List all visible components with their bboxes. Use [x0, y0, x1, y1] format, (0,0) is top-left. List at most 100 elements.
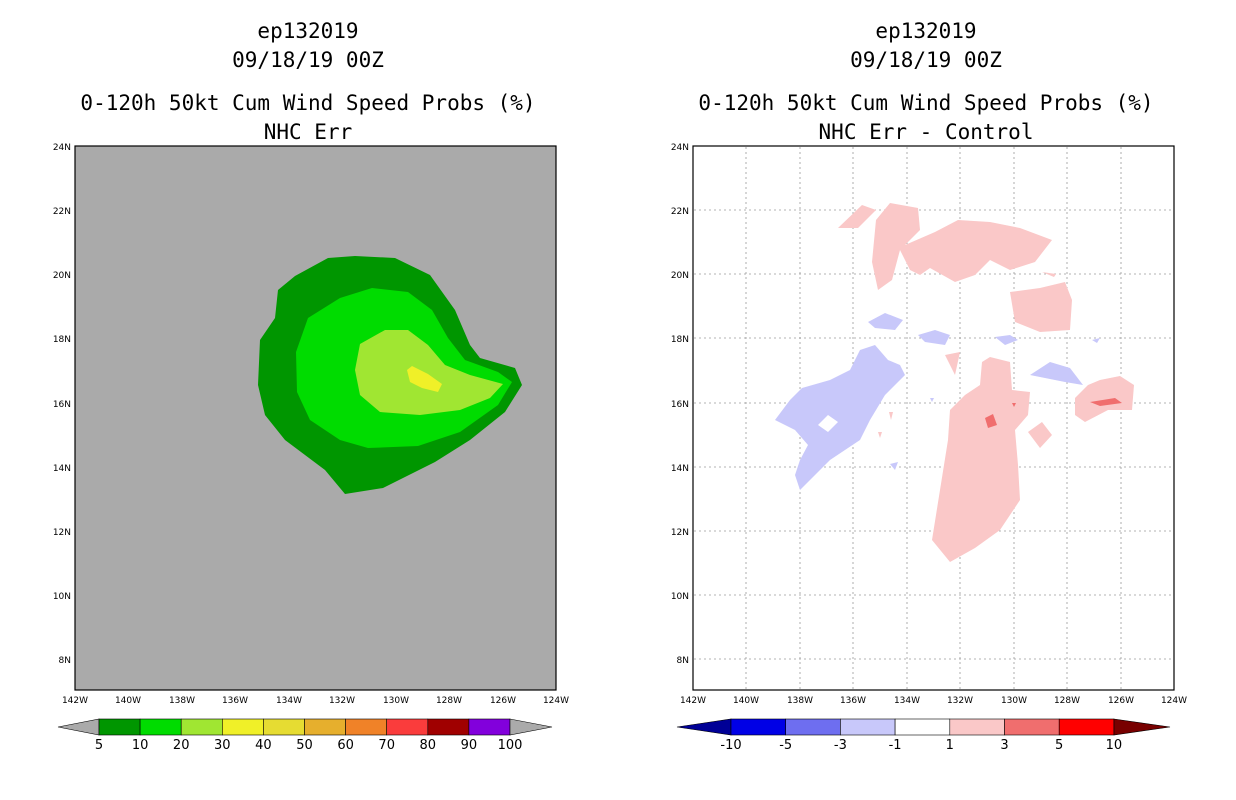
- colorbar-label: -1: [889, 738, 902, 753]
- right-lon-label: 130W: [1001, 696, 1027, 706]
- right-colorbar-over: [1113, 718, 1171, 736]
- left-lon-label: 142W: [62, 696, 88, 706]
- right-lat-label: 14N: [671, 464, 689, 474]
- left-lat-label: 22N: [53, 207, 71, 217]
- colorbar-label: -5: [779, 738, 792, 753]
- right-datetime: 09/18/19 00Z: [850, 48, 1002, 72]
- left-colorbar-under: [57, 718, 100, 736]
- colorbar-swatch: [1058, 718, 1115, 736]
- left-lat-label: 24N: [53, 143, 71, 153]
- left-colorbar-over: [509, 718, 553, 736]
- left-colorbar: 5 10 20 30 40 50 60 70 80 90 100: [57, 718, 553, 753]
- left-lon-label: 124W: [543, 696, 569, 706]
- right-lon-label: 128W: [1054, 696, 1080, 706]
- left-colorbar-labels: 5 10 20 30 40 50 60 70 80 90 100: [95, 738, 523, 753]
- right-lat-ticks: 24N 22N 20N 18N 16N 14N 12N 10N 8N: [671, 143, 689, 666]
- right-lat-label: 8N: [677, 656, 689, 666]
- colorbar-label: 60: [337, 738, 354, 753]
- colorbar-label: 90: [461, 738, 478, 753]
- left-lon-label: 134W: [276, 696, 302, 706]
- left-lon-label: 136W: [222, 696, 248, 706]
- colorbar-swatch: [894, 718, 951, 736]
- left-map: 24N 22N 20N 18N 16N 14N 12N 10N 8N 142W …: [53, 143, 569, 706]
- left-subtitle: NHC Err: [263, 120, 353, 144]
- right-lat-label: 20N: [671, 271, 689, 281]
- colorbar-swatch: [139, 718, 182, 736]
- left-lat-label: 12N: [53, 528, 71, 538]
- colorbar-swatch: [98, 718, 141, 736]
- left-storm-id: ep132019: [257, 19, 359, 43]
- right-map-background: [693, 146, 1174, 690]
- left-contour-20: [355, 330, 503, 415]
- colorbar-label: 5: [1055, 738, 1063, 753]
- colorbar-label: 40: [255, 738, 272, 753]
- right-lon-label: 134W: [894, 696, 920, 706]
- left-lon-ticks: 142W 140W 138W 136W 134W 132W 130W 128W …: [62, 696, 569, 706]
- colorbar-label: 80: [420, 738, 437, 753]
- colorbar-label: 5: [95, 738, 103, 753]
- colorbar-label: 10: [1106, 738, 1123, 753]
- left-lon-label: 130W: [383, 696, 409, 706]
- left-lat-label: 10N: [53, 592, 71, 602]
- right-lat-label: 10N: [671, 592, 689, 602]
- left-map-frame: [74, 145, 557, 691]
- right-lon-label: 132W: [947, 696, 973, 706]
- right-storm-id: ep132019: [875, 19, 977, 43]
- left-lat-label: 8N: [59, 656, 71, 666]
- right-lon-label: 138W: [787, 696, 813, 706]
- left-colorbar-boxes: [98, 718, 511, 736]
- right-colorbar-boxes: [730, 718, 1115, 736]
- right-lat-label: 16N: [671, 400, 689, 410]
- right-colorbar: -10 -5 -3 -1 1 3 5 10: [676, 718, 1171, 753]
- colorbar-swatch: [386, 718, 429, 736]
- left-product-title: 0-120h 50kt Cum Wind Speed Probs (%): [80, 91, 536, 115]
- colorbar-label: -3: [834, 738, 847, 753]
- left-lon-label: 126W: [490, 696, 516, 706]
- colorbar-label: 1: [946, 738, 954, 753]
- left-lon-label: 140W: [115, 696, 141, 706]
- colorbar-swatch: [180, 718, 223, 736]
- right-lon-label: 136W: [840, 696, 866, 706]
- colorbar-label: -10: [720, 738, 741, 753]
- right-lat-label: 18N: [671, 335, 689, 345]
- left-lat-label: 14N: [53, 464, 71, 474]
- left-contour-30: [407, 366, 442, 392]
- right-subtitle: NHC Err - Control: [818, 120, 1034, 144]
- colorbar-label: 100: [498, 738, 523, 753]
- colorbar-label: 20: [173, 738, 190, 753]
- left-lon-label: 132W: [329, 696, 355, 706]
- colorbar-swatch: [949, 718, 1005, 736]
- left-lat-label: 18N: [53, 335, 71, 345]
- colorbar-label: 50: [296, 738, 313, 753]
- right-lon-label: 140W: [733, 696, 759, 706]
- right-colorbar-under: [676, 718, 732, 736]
- colorbar-swatch: [345, 718, 388, 736]
- right-negative-hole: [818, 415, 838, 432]
- right-strong-positive-regions: [985, 398, 1122, 428]
- colorbar-swatch: [427, 718, 470, 736]
- colorbar-label: 3: [1000, 738, 1008, 753]
- right-lat-label: 24N: [671, 143, 689, 153]
- right-product-title: 0-120h 50kt Cum Wind Speed Probs (%): [698, 91, 1154, 115]
- colorbar-swatch: [468, 718, 511, 736]
- colorbar-label: 30: [214, 738, 231, 753]
- left-lon-label: 138W: [169, 696, 195, 706]
- right-map: 24N 22N 20N 18N 16N 14N 12N 10N 8N 142W …: [671, 143, 1187, 706]
- colorbar-swatch: [840, 718, 896, 736]
- right-lon-label: 124W: [1161, 696, 1187, 706]
- right-lat-label: 22N: [671, 207, 689, 217]
- left-datetime: 09/18/19 00Z: [232, 48, 384, 72]
- right-lon-label: 126W: [1108, 696, 1134, 706]
- right-negative-regions: [775, 313, 1100, 490]
- left-lat-label: 20N: [53, 271, 71, 281]
- colorbar-swatch: [222, 718, 264, 736]
- right-colorbar-labels: -10 -5 -3 -1 1 3 5 10: [720, 738, 1122, 753]
- colorbar-swatch: [304, 718, 346, 736]
- colorbar-swatch: [263, 718, 305, 736]
- colorbar-swatch: [1004, 718, 1060, 736]
- right-map-frame: [692, 145, 1175, 691]
- colorbar-label: 10: [132, 738, 149, 753]
- right-lat-label: 12N: [671, 528, 689, 538]
- left-lon-label: 128W: [436, 696, 462, 706]
